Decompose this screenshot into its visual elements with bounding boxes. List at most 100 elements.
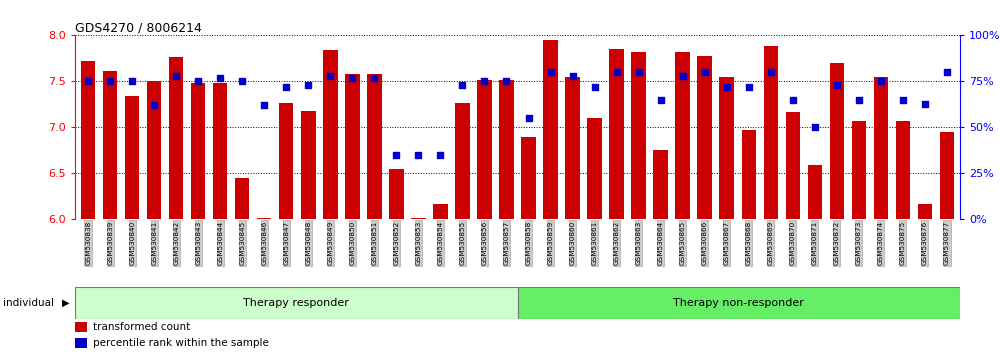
Text: GSM530866: GSM530866 xyxy=(702,221,708,265)
Text: GSM530875: GSM530875 xyxy=(900,221,906,265)
Point xyxy=(190,79,206,84)
Bar xyxy=(191,83,205,219)
Bar xyxy=(609,49,624,219)
Bar xyxy=(345,74,360,219)
Bar xyxy=(75,287,518,319)
Bar xyxy=(565,77,580,219)
Text: GSM530841: GSM530841 xyxy=(151,221,157,265)
Bar xyxy=(213,83,227,219)
Point xyxy=(146,103,162,108)
Text: GSM530865: GSM530865 xyxy=(680,221,686,265)
Bar xyxy=(521,137,536,219)
Text: Therapy non-responder: Therapy non-responder xyxy=(673,298,804,308)
Point xyxy=(322,73,338,79)
Point xyxy=(719,84,735,90)
Text: GSM530842: GSM530842 xyxy=(173,221,179,265)
Point xyxy=(278,84,294,90)
Point xyxy=(344,75,360,81)
Point xyxy=(498,79,514,84)
Bar xyxy=(169,57,183,219)
Point xyxy=(917,101,933,106)
Point xyxy=(873,79,889,84)
Point xyxy=(234,79,250,84)
Point xyxy=(609,69,625,75)
Text: GSM530838: GSM530838 xyxy=(85,221,91,265)
Text: GSM530869: GSM530869 xyxy=(768,221,774,265)
Text: ▶: ▶ xyxy=(62,298,70,308)
Text: individual: individual xyxy=(3,298,54,308)
Bar xyxy=(81,61,95,219)
Text: percentile rank within the sample: percentile rank within the sample xyxy=(93,338,269,348)
Point xyxy=(653,97,669,103)
Bar xyxy=(874,77,888,219)
Bar xyxy=(697,56,712,219)
Point xyxy=(212,75,228,81)
Point xyxy=(476,79,492,84)
Text: GSM530855: GSM530855 xyxy=(459,221,465,265)
Text: GSM530867: GSM530867 xyxy=(724,221,730,265)
Bar xyxy=(675,52,690,219)
Bar xyxy=(653,150,668,219)
Bar xyxy=(433,204,448,219)
Text: GSM530849: GSM530849 xyxy=(327,221,333,265)
Text: GSM530840: GSM530840 xyxy=(129,221,135,265)
Text: GSM530846: GSM530846 xyxy=(261,221,267,265)
Bar xyxy=(301,111,316,219)
Point xyxy=(366,75,382,81)
Text: transformed count: transformed count xyxy=(93,322,190,332)
Bar xyxy=(764,46,778,219)
Text: GSM530839: GSM530839 xyxy=(107,221,113,265)
Bar xyxy=(852,121,866,219)
Text: GSM530863: GSM530863 xyxy=(636,221,642,265)
Text: GSM530843: GSM530843 xyxy=(195,221,201,265)
Text: GSM530850: GSM530850 xyxy=(349,221,355,265)
Text: GSM530870: GSM530870 xyxy=(790,221,796,265)
Point xyxy=(631,69,647,75)
Point xyxy=(895,97,911,103)
Bar xyxy=(477,80,492,219)
Bar xyxy=(808,165,822,219)
Point xyxy=(521,115,537,121)
Bar xyxy=(830,63,844,219)
Bar xyxy=(257,218,271,219)
Point xyxy=(454,82,470,88)
Text: GSM530864: GSM530864 xyxy=(658,221,664,265)
Text: GSM530851: GSM530851 xyxy=(371,221,377,265)
Text: GSM530845: GSM530845 xyxy=(239,221,245,265)
Bar xyxy=(631,52,646,219)
Point xyxy=(543,69,559,75)
Point xyxy=(432,152,448,158)
Point xyxy=(851,97,867,103)
Bar xyxy=(455,103,470,219)
Point xyxy=(675,73,691,79)
Point xyxy=(763,69,779,75)
Point xyxy=(587,84,603,90)
Bar xyxy=(499,80,514,219)
Bar xyxy=(323,50,338,219)
Bar xyxy=(719,77,734,219)
Text: GSM530847: GSM530847 xyxy=(283,221,289,265)
Bar xyxy=(896,121,910,219)
Text: GSM530852: GSM530852 xyxy=(393,221,399,265)
Point xyxy=(565,73,581,79)
Text: GSM530876: GSM530876 xyxy=(922,221,928,265)
Point xyxy=(829,82,845,88)
Bar xyxy=(786,112,800,219)
Text: GSM530848: GSM530848 xyxy=(305,221,311,265)
Text: GSM530856: GSM530856 xyxy=(481,221,487,265)
Point xyxy=(256,103,272,108)
Bar xyxy=(587,118,602,219)
Text: GSM530862: GSM530862 xyxy=(614,221,620,265)
Text: GSM530873: GSM530873 xyxy=(856,221,862,265)
Point xyxy=(697,69,713,75)
Point xyxy=(939,69,955,75)
Bar xyxy=(742,130,756,219)
Point xyxy=(168,73,184,79)
Bar xyxy=(147,81,161,219)
Point xyxy=(300,82,316,88)
Point xyxy=(80,79,96,84)
Text: GSM530860: GSM530860 xyxy=(570,221,576,265)
Text: GSM530874: GSM530874 xyxy=(878,221,884,265)
Text: GSM530872: GSM530872 xyxy=(834,221,840,265)
Text: GSM530853: GSM530853 xyxy=(415,221,421,265)
